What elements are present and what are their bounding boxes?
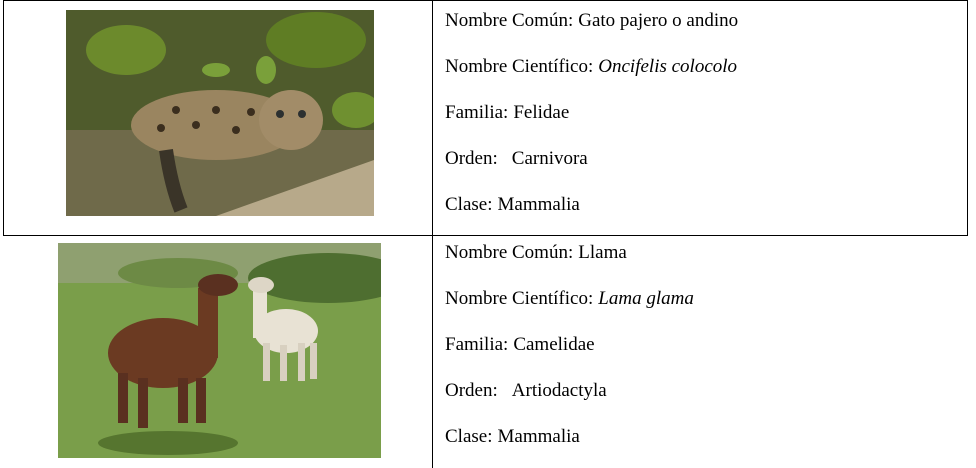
class-value: Mammalia <box>497 194 580 215</box>
class-value: Mammalia <box>497 426 580 447</box>
family-value: Camelidae <box>513 334 595 355</box>
common-name-line: Nombre Común: Llama <box>445 242 627 264</box>
scientific-name-value: Lama glama <box>598 288 694 309</box>
row-divider <box>3 235 968 236</box>
common-name-value: Llama <box>578 242 627 263</box>
family-line: Familia: Felidae <box>445 102 569 124</box>
scientific-name-value: Oncifelis colocolo <box>598 56 738 77</box>
scientific-name-label: Nombre Científico: <box>445 56 594 77</box>
family-value: Felidae <box>513 102 570 123</box>
photo <box>66 10 374 216</box>
family-line: Familia: Camelidae <box>445 334 595 356</box>
order-label: Orden: <box>445 148 498 169</box>
order-line: Orden: Artiodactyla <box>445 380 607 402</box>
class-line: Clase: Mammalia <box>445 194 580 216</box>
common-name-label: Nombre Común: <box>445 10 574 31</box>
family-label: Familia: <box>445 334 509 355</box>
order-line: Orden: Carnivora <box>445 148 588 170</box>
order-label: Orden: <box>445 380 498 401</box>
scientific-name-line: Nombre Científico: Oncifelis colocolo <box>445 56 737 78</box>
common-name-label: Nombre Común: <box>445 242 574 263</box>
scientific-name-line: Nombre Científico: Lama glama <box>445 288 694 310</box>
order-value: Artiodactyla <box>511 380 607 401</box>
table-border <box>3 0 4 236</box>
table-border <box>967 0 968 236</box>
table-border <box>3 0 968 1</box>
class-line: Clase: Mammalia <box>445 426 580 448</box>
photo <box>58 243 381 458</box>
class-label: Clase: <box>445 426 493 447</box>
family-label: Familia: <box>445 102 509 123</box>
scientific-name-label: Nombre Científico: <box>445 288 594 309</box>
common-name-value: Gato pajero o andino <box>578 10 739 31</box>
class-label: Clase: <box>445 194 493 215</box>
common-name-line: Nombre Común: Gato pajero o andino <box>445 10 738 32</box>
column-divider <box>432 0 433 468</box>
order-value: Carnivora <box>511 148 588 169</box>
